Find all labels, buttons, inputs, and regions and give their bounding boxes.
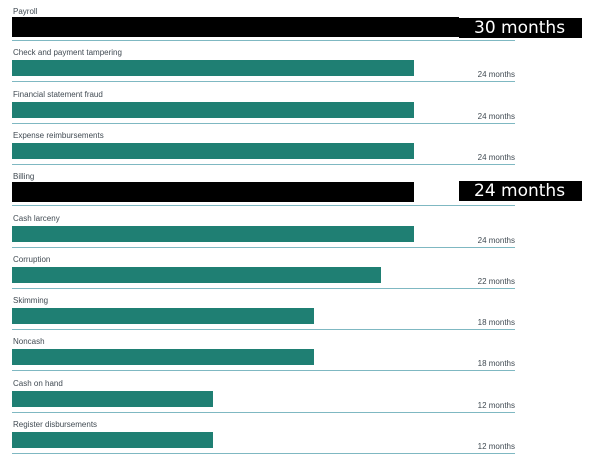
bar-baseline (12, 247, 515, 248)
bar-baseline (12, 453, 515, 454)
category-label: Expense reimbursements (13, 131, 104, 140)
value-label: 24 months (477, 236, 515, 245)
category-label: Skimming (13, 296, 49, 305)
bar-row: Expense reimbursements 24 months (0, 131, 595, 173)
bar-row: Corruption 22 months (0, 255, 595, 297)
bar-row: Billing 24 months (0, 172, 595, 214)
bar-row: Cash larceny 24 months (0, 214, 595, 256)
category-label: Register disbursements (13, 420, 98, 429)
bar-baseline (12, 123, 515, 124)
value-label: 22 months (477, 277, 515, 286)
bar-row: Financial statement fraud 24 months (0, 90, 595, 132)
bar (12, 308, 314, 324)
category-label: Check and payment tampering (13, 48, 122, 57)
bar (12, 391, 213, 407)
category-label: Noncash (13, 337, 45, 346)
value-label: 12 months (477, 442, 515, 451)
value-label-highlight: 24 months (459, 181, 583, 201)
bar (12, 182, 414, 202)
bar-baseline (12, 412, 515, 413)
category-label: Cash on hand (13, 379, 63, 388)
value-label-highlight: 30 months (459, 18, 583, 38)
bar-baseline (12, 288, 515, 289)
bar (12, 143, 414, 159)
bar (12, 226, 414, 242)
bar-baseline (12, 164, 515, 165)
value-label: 18 months (477, 318, 515, 327)
bar-row: Payroll 30 months (0, 7, 595, 49)
bar (12, 102, 414, 118)
value-label: 18 months (477, 359, 515, 368)
category-label: Cash larceny (13, 214, 60, 223)
category-label: Payroll (13, 7, 38, 16)
category-label: Billing (13, 172, 35, 181)
bar (12, 267, 381, 283)
bar-row: Check and payment tampering 24 months (0, 48, 595, 90)
value-label: 24 months (477, 112, 515, 121)
value-label: 24 months (477, 153, 515, 162)
bar-row: Noncash 18 months (0, 337, 595, 379)
category-label: Financial statement fraud (13, 90, 103, 99)
value-label: 24 months (477, 70, 515, 79)
bar (12, 60, 414, 76)
bar-baseline (12, 370, 515, 371)
category-label: Corruption (13, 255, 51, 264)
bar-chart: Payroll 30 months Check and payment tamper… (0, 7, 595, 454)
bar-baseline (12, 81, 515, 82)
value-label: 12 months (477, 401, 515, 410)
bar (12, 349, 314, 365)
bar-row: Cash on hand 12 months (0, 379, 595, 421)
bar (12, 432, 213, 448)
bar-baseline (12, 40, 515, 41)
bar-baseline (12, 205, 515, 206)
bar-row: Skimming 18 months (0, 296, 595, 338)
bar-baseline (12, 329, 515, 330)
bar-row: Register disbursements 12 months (0, 420, 595, 462)
bar (12, 17, 459, 37)
